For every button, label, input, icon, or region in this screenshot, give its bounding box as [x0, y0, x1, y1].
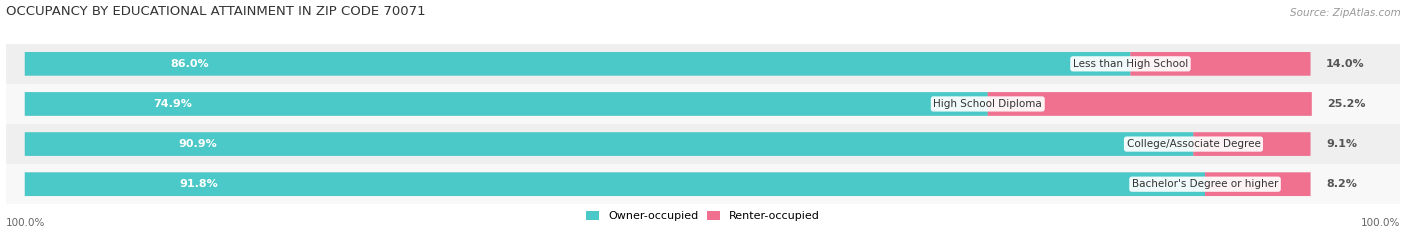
Text: Source: ZipAtlas.com: Source: ZipAtlas.com: [1289, 8, 1400, 18]
Text: High School Diploma: High School Diploma: [934, 99, 1042, 109]
Bar: [6, 164, 1400, 204]
Bar: [6, 124, 1400, 164]
Bar: [6, 44, 1400, 84]
FancyBboxPatch shape: [25, 92, 988, 116]
Text: 9.1%: 9.1%: [1326, 139, 1357, 149]
Text: 74.9%: 74.9%: [153, 99, 193, 109]
FancyBboxPatch shape: [25, 52, 1130, 76]
Text: 91.8%: 91.8%: [180, 179, 218, 189]
Text: 25.2%: 25.2%: [1327, 99, 1365, 109]
Text: 8.2%: 8.2%: [1326, 179, 1357, 189]
FancyBboxPatch shape: [25, 172, 1310, 196]
FancyBboxPatch shape: [25, 132, 1194, 156]
FancyBboxPatch shape: [25, 172, 1205, 196]
Text: OCCUPANCY BY EDUCATIONAL ATTAINMENT IN ZIP CODE 70071: OCCUPANCY BY EDUCATIONAL ATTAINMENT IN Z…: [6, 5, 425, 18]
FancyBboxPatch shape: [1194, 132, 1310, 156]
Text: 100.0%: 100.0%: [1361, 218, 1400, 228]
Text: Bachelor's Degree or higher: Bachelor's Degree or higher: [1132, 179, 1278, 189]
FancyBboxPatch shape: [1130, 52, 1310, 76]
Text: College/Associate Degree: College/Associate Degree: [1126, 139, 1260, 149]
Text: 100.0%: 100.0%: [6, 218, 45, 228]
FancyBboxPatch shape: [25, 92, 1310, 116]
Text: Less than High School: Less than High School: [1073, 59, 1188, 69]
FancyBboxPatch shape: [25, 52, 1310, 76]
FancyBboxPatch shape: [1205, 172, 1310, 196]
FancyBboxPatch shape: [987, 92, 1312, 116]
Text: 86.0%: 86.0%: [170, 59, 209, 69]
Text: 90.9%: 90.9%: [179, 139, 217, 149]
FancyBboxPatch shape: [25, 132, 1310, 156]
Bar: [6, 84, 1400, 124]
Legend: Owner-occupied, Renter-occupied: Owner-occupied, Renter-occupied: [586, 211, 820, 221]
Text: 14.0%: 14.0%: [1326, 59, 1364, 69]
